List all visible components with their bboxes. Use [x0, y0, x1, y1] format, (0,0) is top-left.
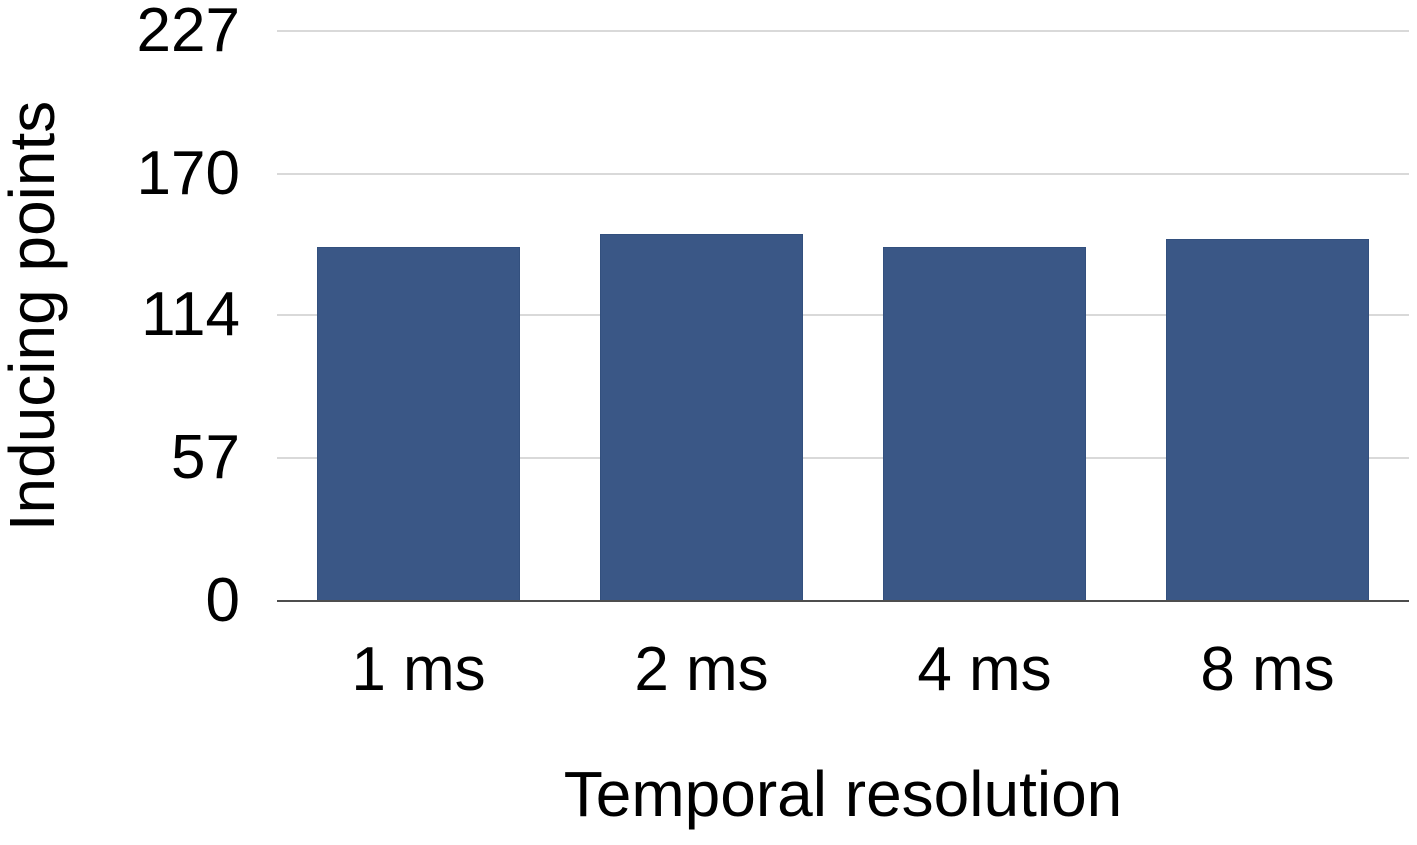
plot-area — [277, 30, 1409, 602]
y-axis-title: Inducing points — [0, 100, 68, 532]
gridline — [277, 30, 1409, 32]
gridline — [277, 456, 1409, 459]
x-tick-label: 4 ms — [917, 635, 1052, 704]
y-tick-label: 57 — [171, 422, 240, 492]
gridline — [277, 173, 1409, 176]
x-tick-label: 2 ms — [634, 635, 769, 704]
gridline — [277, 313, 1409, 316]
y-tick-label: 170 — [136, 139, 240, 209]
y-tick-label: 227 — [136, 0, 240, 65]
bar-4-ms — [883, 247, 1086, 601]
bar-2-ms — [600, 234, 803, 601]
x-tick-label: 1 ms — [351, 635, 486, 704]
x-axis-title: Temporal resolution — [563, 758, 1123, 830]
bar-1-ms — [317, 247, 520, 601]
y-tick-label: 114 — [141, 279, 240, 349]
x-tick-label: 8 ms — [1200, 635, 1335, 704]
x-axis-line — [277, 600, 1409, 602]
y-tick-label: 0 — [205, 566, 240, 635]
bar-8-ms — [1166, 239, 1369, 601]
